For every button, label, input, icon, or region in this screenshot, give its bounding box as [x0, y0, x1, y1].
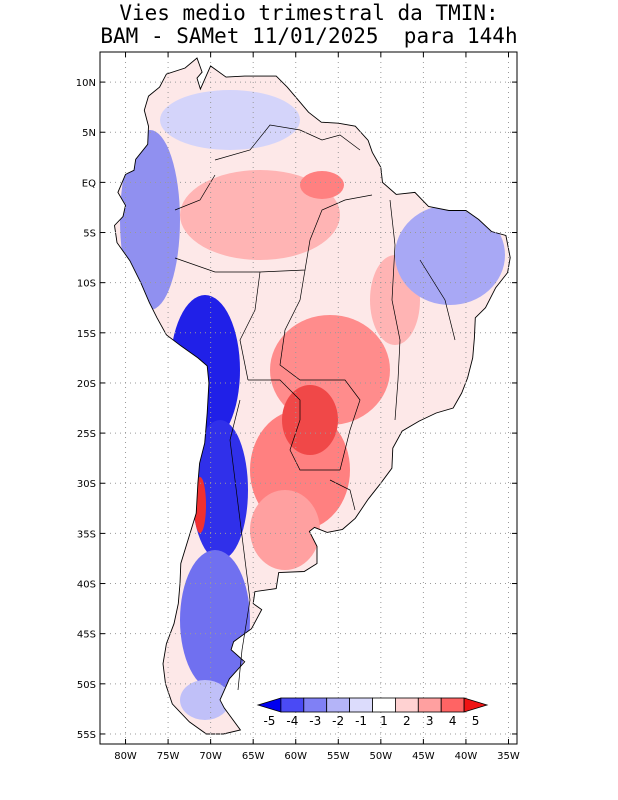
lon-tick-label: 60W [284, 751, 307, 762]
cool-anomaly-northeast [395, 205, 505, 305]
cool-anomaly-andes-north [120, 130, 180, 310]
latitude-labels: 10N 5N EQ 5S 10S 15S 20S 25S 30S 35S 40S 45S 50S 55S [76, 78, 96, 741]
colorbar-label: 1 [380, 714, 388, 728]
lat-tick-label: 30S [77, 479, 96, 490]
lat-tick-label: 35S [77, 529, 96, 540]
lat-tick-label: 15S [77, 329, 96, 340]
colorbar-label: 5 [472, 714, 480, 728]
colorbar-segment [463, 697, 489, 713]
colorbar: -5 -4 -3 -2 -1 1 2 3 4 5 [256, 697, 489, 728]
colorbar-segment [440, 697, 465, 713]
colorbar-segment [349, 697, 373, 713]
colorbar-segment [280, 697, 305, 713]
lon-tick-label: 50W [370, 751, 393, 762]
cool-anomaly-patagonia [180, 550, 250, 690]
cool-anomaly-andes-central [170, 295, 240, 445]
lat-tick-label: EQ [82, 178, 96, 189]
lon-tick-label: 55W [327, 751, 350, 762]
anomaly-layer [120, 90, 505, 720]
lon-tick-label: 65W [242, 751, 265, 762]
colorbar-label: 2 [403, 714, 411, 728]
colorbar-label: 3 [426, 714, 434, 728]
warm-anomaly-guiana [300, 171, 344, 199]
map-title: Vies medio trimestral da TMIN: BAM - SAM… [0, 2, 618, 48]
colorbar-label: -5 [263, 714, 275, 728]
lat-tick-label: 20S [77, 379, 96, 390]
lat-tick-label: 5S [83, 229, 96, 240]
colorbar-label: -3 [309, 714, 321, 728]
colorbar-label: -1 [355, 714, 367, 728]
colorbar-segment [372, 697, 396, 713]
lat-tick-label: 25S [77, 429, 96, 440]
warm-anomaly-amazon [180, 170, 340, 260]
lat-tick-label: 5N [82, 128, 96, 139]
longitude-labels: 80W 75W 70W 65W 60W 55W 50W 45W 40W 35W [114, 751, 520, 762]
title-line-2: BAM - SAMet 11/01/2025 para 144h [100, 24, 518, 48]
cool-anomaly-tierra [180, 680, 230, 720]
colorbar-label: -2 [332, 714, 344, 728]
lat-tick-label: 55S [77, 730, 96, 741]
title-line-1: Vies medio trimestral da TMIN: [119, 1, 499, 25]
lon-tick-label: 35W [497, 751, 520, 762]
lat-tick-label: 45S [77, 630, 96, 641]
colorbar-segment [256, 697, 282, 713]
lat-tick-label: 10S [77, 279, 96, 290]
cool-anomaly-chile [192, 420, 248, 560]
axis-tick-marks [100, 52, 517, 744]
lon-tick-label: 40W [455, 751, 478, 762]
colorbar-label: -4 [286, 714, 298, 728]
colorbar-segment [417, 697, 442, 713]
country-borders [174, 124, 456, 691]
lon-tick-label: 45W [412, 751, 435, 762]
colorbar-segment [394, 697, 419, 713]
lon-tick-label: 75W [157, 751, 180, 762]
colorbar-segment [326, 697, 351, 713]
coastline [114, 57, 511, 735]
colorbar-segment [303, 697, 328, 713]
lon-tick-label: 70W [199, 751, 222, 762]
lat-tick-label: 50S [77, 680, 96, 691]
lat-tick-label: 10N [76, 78, 96, 89]
warm-anomaly-pampa [250, 490, 320, 570]
cool-anomaly-venezuela [160, 90, 300, 150]
warm-anomaly-chile-coast [194, 477, 206, 533]
warm-anomaly-core [282, 385, 338, 455]
lat-lon-grid [100, 52, 517, 744]
map-frame [99, 51, 518, 745]
lon-tick-label: 80W [114, 751, 137, 762]
colorbar-label: 4 [449, 714, 457, 728]
lat-tick-label: 40S [77, 580, 96, 591]
